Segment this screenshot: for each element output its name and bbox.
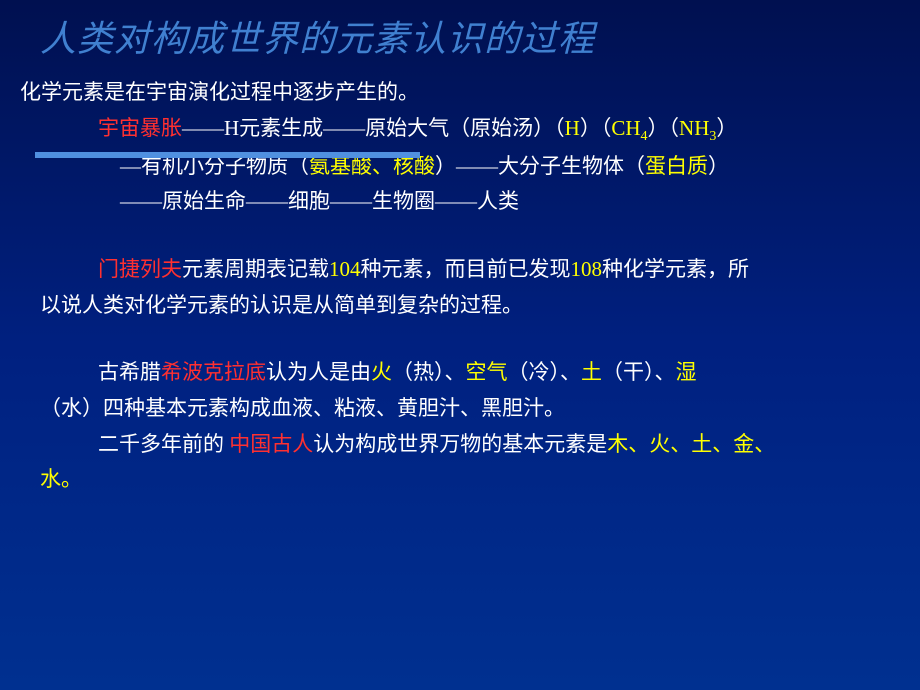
text-segment: ）（	[580, 116, 612, 140]
text-segment: ）（	[648, 116, 680, 140]
text-segment: （冷）、	[508, 360, 582, 384]
text-segment: 空气	[466, 360, 508, 384]
text-segment: 认为人是由	[266, 360, 371, 384]
text-segment: 宇宙暴胀	[98, 116, 182, 140]
text-segment: 元素周期表记载	[182, 257, 329, 281]
text-segment: NH	[679, 116, 709, 140]
text-segment: 木、火、土、金、	[607, 432, 775, 456]
chain-line-3: ——原始生命——细胞——生物圈——人类	[20, 184, 895, 220]
text-segment: （热）、	[392, 360, 466, 384]
text-segment: H	[565, 116, 580, 140]
text-segment: 火	[371, 360, 392, 384]
slide: 人类对构成世界的元素认识的过程 化学元素是在宇宙演化过程中逐步产生的。 宇宙暴胀…	[0, 0, 920, 690]
intro-text: 化学元素是在宇宙演化过程中逐步产生的。	[20, 75, 895, 111]
text-segment: 104	[329, 257, 361, 281]
paragraph-3-line-2: 水。	[20, 462, 895, 498]
chain-line-1: 宇宙暴胀——H元素生成——原始大气（原始汤）（H）（CH4）（NH3）	[20, 111, 895, 149]
text-segment: 门捷列夫	[98, 257, 182, 281]
text-segment: 种元素，而目前已发现	[361, 257, 571, 281]
paragraph-2-line-1: 古希腊希波克拉底认为人是由火（热）、空气（冷）、土（干）、湿	[20, 355, 895, 391]
paragraph-2-line-2: （水）四种基本元素构成血液、粘液、黄胆汁、黑胆汁。	[20, 391, 895, 427]
text-segment: 土	[581, 360, 602, 384]
subscript: 4	[641, 129, 648, 144]
text-segment: （干）、	[602, 360, 676, 384]
content-area: 化学元素是在宇宙演化过程中逐步产生的。 宇宙暴胀——H元素生成——原始大气（原始…	[0, 70, 920, 498]
paragraph-3-line-1: 二千多年前的 中国古人认为构成世界万物的基本元素是木、火、土、金、	[20, 427, 895, 463]
text-segment: 水。	[40, 467, 82, 491]
text-segment: ——H元素生成——原始大气（原始汤）（	[182, 116, 565, 140]
text-segment: ）	[708, 154, 729, 178]
text-segment: 蛋白质	[645, 154, 708, 178]
text-segment: 二千多年前的	[98, 432, 229, 456]
text-segment: 种化学元素，所	[602, 257, 749, 281]
text-segment: 108	[571, 257, 603, 281]
text-segment: ）——大分子生物体（	[435, 154, 645, 178]
text-segment: 湿	[676, 360, 697, 384]
page-title: 人类对构成世界的元素认识的过程	[0, 10, 920, 70]
paragraph-1-line-2: 以说人类对化学元素的认识是从简单到复杂的过程。	[20, 288, 895, 324]
text-segment: CH	[611, 116, 640, 140]
text-segment: 希波克拉底	[161, 360, 266, 384]
text-segment: 古希腊	[98, 360, 161, 384]
text-segment: 四种基本元素构成血液、粘液、黄胆汁、黑胆汁。	[103, 396, 565, 420]
text-segment: ）	[716, 116, 737, 140]
text-segment: （水）	[40, 396, 103, 420]
text-segment: 认为构成世界万物的基本元素是	[313, 432, 607, 456]
paragraph-1-line-1: 门捷列夫元素周期表记载104种元素，而目前已发现108种化学元素，所	[20, 252, 895, 288]
title-underline	[35, 152, 420, 158]
text-segment: 中国古人	[229, 432, 313, 456]
